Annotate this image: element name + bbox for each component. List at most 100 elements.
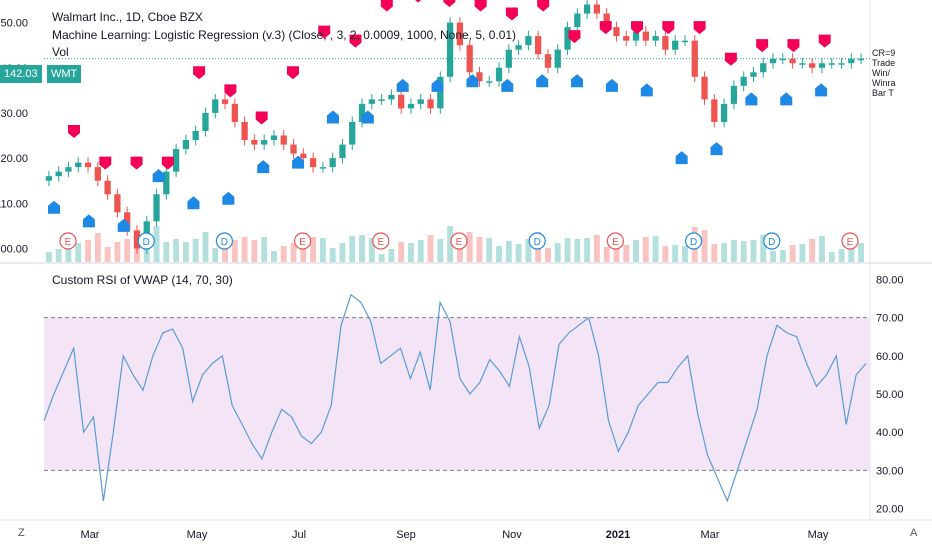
event-label: D	[690, 237, 697, 248]
candle-body	[427, 99, 434, 109]
sell-marker	[255, 111, 268, 125]
rsi-legend[interactable]: Custom RSI of VWAP (14, 70, 30)	[52, 273, 233, 287]
candle-body	[740, 76, 747, 86]
candle-body	[280, 135, 287, 145]
candle-body	[45, 176, 53, 181]
volume-bar	[319, 238, 326, 262]
volume-legend[interactable]: Vol	[52, 45, 69, 59]
volume-bar	[251, 240, 258, 262]
price-tick-label: 100.00	[0, 243, 28, 255]
sell-marker	[380, 0, 393, 12]
candle-body	[730, 85, 738, 104]
event-badge	[841, 232, 859, 250]
volume-bar	[564, 238, 571, 262]
volume-bar	[94, 233, 101, 262]
candle-body	[613, 27, 620, 37]
volume-bar	[633, 240, 639, 262]
candle-body	[711, 99, 718, 122]
event-label: E	[847, 237, 854, 248]
candle-body	[172, 149, 180, 172]
price-axis[interactable]: 100.00110.00120.00130.00140.00150.00	[0, 18, 28, 256]
timezone-button[interactable]: Z	[18, 527, 25, 539]
buy-marker	[222, 191, 235, 205]
symbol-title[interactable]: Walmart Inc., 1D, Cboe BZX	[52, 10, 203, 24]
rsi-axis[interactable]: 20.00 30.00 40.00 50.00 60.00 70.00 80.00	[876, 274, 904, 515]
buy-marker	[710, 142, 723, 156]
volume-bar	[192, 239, 199, 262]
volume-bar	[359, 235, 365, 262]
sell-marker	[474, 0, 487, 12]
buy-marker	[257, 160, 270, 174]
buy-marker	[117, 218, 130, 232]
volume-bar	[173, 239, 180, 262]
sell-marker	[286, 66, 299, 80]
stat-line: Win/	[872, 68, 890, 78]
volume-bar	[554, 243, 561, 262]
time-tick-label: Nov	[502, 529, 522, 541]
candle-body	[192, 131, 199, 141]
candle-body	[525, 36, 532, 46]
candle-body	[182, 140, 190, 150]
auto-scale-button[interactable]: A	[910, 527, 918, 539]
volume-bar	[55, 249, 62, 262]
volume-bar	[378, 254, 385, 262]
rsi-tick-label: 50.00	[876, 389, 904, 401]
volume-bar	[437, 239, 444, 262]
candle-body	[84, 162, 92, 168]
rsi-tick-label: 20.00	[876, 504, 904, 516]
event-badge	[59, 232, 77, 250]
candle-body	[760, 63, 767, 73]
time-tick-label: May	[187, 529, 208, 541]
volume-bar	[623, 245, 630, 262]
volume-bar	[349, 236, 356, 262]
candle-body	[476, 72, 483, 82]
volume-bar	[799, 244, 806, 262]
volume-bar	[339, 243, 346, 262]
buy-marker	[361, 110, 374, 124]
volume-bar	[476, 237, 483, 262]
candle-body	[55, 171, 62, 177]
volume-bar	[231, 240, 238, 262]
event-badge	[606, 232, 625, 250]
candle-body	[495, 67, 503, 82]
candle-body	[809, 63, 816, 68]
candle-body	[446, 22, 454, 77]
time-axis[interactable]: Mar May Jul Sep Nov 2021 Mar May	[81, 529, 829, 541]
volume-bar	[153, 226, 160, 262]
sell-marker	[537, 0, 550, 12]
sell-marker	[693, 21, 706, 35]
event-label: E	[299, 237, 306, 248]
strategy-legend[interactable]: Machine Learning: Logistic Regression (v…	[52, 28, 517, 42]
volume-bar	[104, 247, 111, 262]
buy-marker	[640, 83, 653, 97]
volume-bar	[75, 243, 82, 262]
volume-bar	[515, 244, 522, 262]
time-tick-label: Mar	[701, 529, 720, 541]
sell-marker	[599, 21, 612, 35]
stat-line: Trade	[872, 58, 896, 68]
candle-body	[231, 103, 238, 122]
sell-marker	[193, 66, 206, 80]
event-label: E	[65, 237, 72, 248]
sell-marker	[349, 34, 362, 48]
candle-body	[750, 72, 757, 77]
rsi-tick-label: 60.00	[876, 351, 904, 363]
buy-marker	[431, 78, 444, 92]
event-badge	[372, 232, 390, 250]
candle-body	[574, 13, 581, 28]
candle-body	[848, 58, 855, 64]
volume-bar	[770, 251, 776, 262]
candle-body	[398, 94, 405, 109]
candle-body	[212, 99, 219, 113]
volume-bar	[496, 246, 502, 262]
candle-body	[544, 54, 552, 68]
volume-bar	[261, 237, 268, 262]
candle-body	[662, 36, 669, 50]
sell-marker	[568, 30, 581, 44]
event-label: D	[143, 237, 150, 248]
trade-markers[interactable]	[48, 0, 831, 232]
rsi-pane	[43, 293, 870, 503]
rsi-tick-label: 80.00	[876, 274, 904, 286]
